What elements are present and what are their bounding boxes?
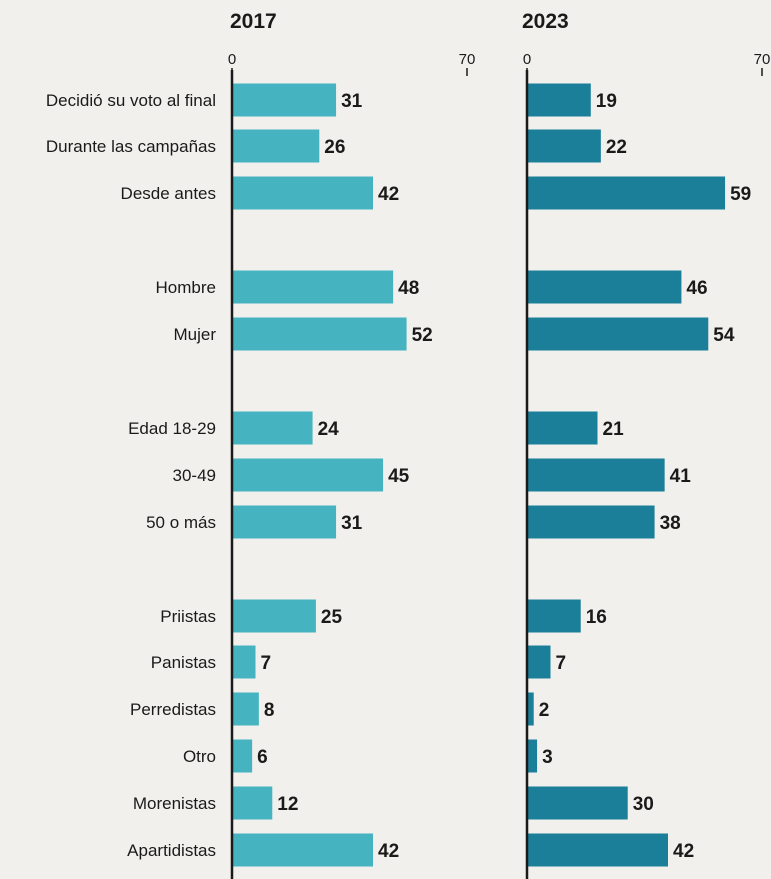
- panel-title: 2023: [522, 10, 569, 33]
- bar: [232, 129, 320, 163]
- bar: [232, 739, 253, 773]
- bar: [232, 645, 256, 679]
- bar: [232, 176, 373, 210]
- bar: [232, 833, 373, 867]
- value-label: 19: [596, 91, 617, 112]
- tick-label: 0: [523, 51, 531, 68]
- tick-label: 0: [228, 51, 236, 68]
- value-label: 30: [633, 794, 654, 815]
- tick-label: 70: [459, 51, 476, 68]
- value-label: 25: [321, 607, 343, 628]
- value-label: 31: [341, 513, 363, 534]
- bar: [232, 692, 259, 726]
- value-label: 31: [341, 91, 363, 112]
- bar: [232, 270, 394, 304]
- bar: [527, 645, 551, 679]
- category-label: Decidió su voto al final: [46, 91, 216, 110]
- value-label: 38: [660, 513, 681, 534]
- value-label: 8: [264, 700, 275, 721]
- panel-2023: 2023 0 70 19 22 59 46 54 21 41 38 16 7 2 3 30 42: [522, 10, 770, 879]
- value-label: 6: [257, 747, 268, 768]
- value-label: 7: [261, 653, 272, 674]
- bar: [527, 83, 591, 117]
- category-label: Panistas: [151, 653, 216, 672]
- category-labels: Decidió su voto al final Durante las camp…: [46, 91, 216, 860]
- bar: [527, 833, 668, 867]
- bar: [527, 129, 601, 163]
- category-label: Perredistas: [130, 700, 216, 719]
- bar: [232, 411, 313, 445]
- value-label: 41: [670, 466, 692, 487]
- bar: [527, 739, 538, 773]
- category-label: Edad 18-29: [128, 419, 216, 438]
- bar: [527, 176, 726, 210]
- panel-2017: 2017 0 70 31 26 42 48 52 24 45 31 25 7 8 6 12 42: [228, 10, 476, 879]
- bar: [232, 458, 384, 492]
- category-label: Durante las campañas: [46, 137, 216, 156]
- bar: [527, 786, 628, 820]
- value-label: 42: [673, 841, 694, 862]
- value-label: 21: [603, 419, 625, 440]
- value-label: 7: [556, 653, 567, 674]
- category-label: Apartidistas: [127, 841, 216, 860]
- category-label: Priistas: [160, 607, 216, 626]
- bar: [232, 83, 337, 117]
- value-label: 22: [606, 137, 627, 158]
- value-label: 52: [412, 325, 433, 346]
- bar: [527, 270, 682, 304]
- category-label: Otro: [183, 747, 216, 766]
- value-label: 16: [586, 607, 607, 628]
- bar: [232, 599, 316, 633]
- value-label: 26: [324, 137, 345, 158]
- panel-title: 2017: [230, 10, 277, 33]
- value-label: 46: [686, 278, 707, 299]
- bar: [232, 317, 407, 351]
- value-label: 54: [713, 325, 735, 346]
- value-label: 2: [539, 700, 550, 721]
- category-label: Hombre: [156, 278, 216, 297]
- category-label: Mujer: [173, 325, 216, 344]
- value-label: 48: [398, 278, 419, 299]
- value-label: 42: [378, 841, 399, 862]
- bar: [527, 317, 709, 351]
- category-label: 30-49: [173, 466, 216, 485]
- bar: [527, 411, 598, 445]
- bar: [527, 505, 655, 539]
- category-label: Desde antes: [121, 184, 216, 203]
- value-label: 3: [542, 747, 553, 768]
- value-label: 45: [388, 466, 410, 487]
- value-label: 59: [730, 184, 751, 205]
- bar: [527, 458, 665, 492]
- category-label: 50 o más: [146, 513, 216, 532]
- value-label: 42: [378, 184, 399, 205]
- bar: [232, 505, 337, 539]
- value-label: 12: [277, 794, 298, 815]
- bar: [527, 599, 581, 633]
- tick-label: 70: [754, 51, 771, 68]
- value-label: 24: [318, 419, 340, 440]
- bar: [527, 692, 534, 726]
- bar: [232, 786, 273, 820]
- category-label: Morenistas: [133, 794, 216, 813]
